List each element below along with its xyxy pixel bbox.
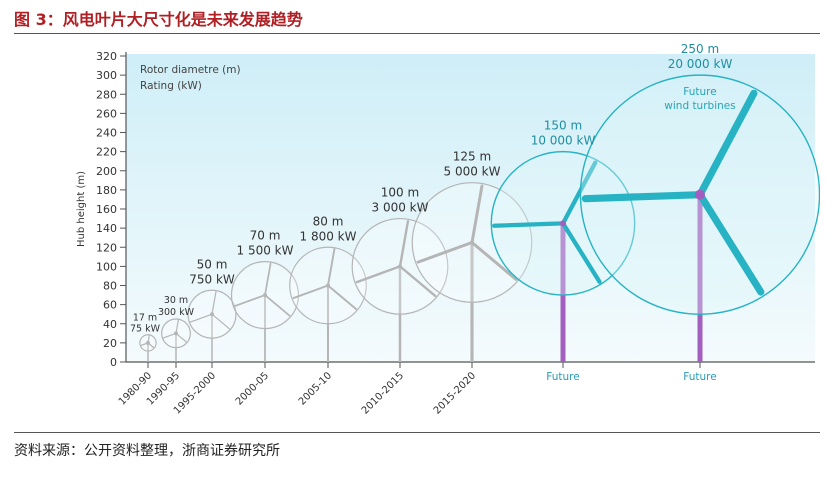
y-tick-label: 320 bbox=[96, 50, 117, 63]
rotor-diameter-label: 150 m bbox=[544, 119, 582, 133]
legend-line: Rotor diametre (m) bbox=[140, 64, 241, 76]
y-tick-label: 80 bbox=[103, 280, 117, 293]
figure-title: 图 3：风电叶片大尺寸化是未来发展趋势 bbox=[14, 10, 303, 29]
rating-label: 75 kW bbox=[130, 324, 161, 335]
turbine-blade bbox=[560, 160, 598, 226]
y-tick-label: 180 bbox=[96, 184, 117, 197]
title-rule bbox=[14, 33, 820, 34]
y-tick-label: 260 bbox=[96, 107, 117, 120]
x-tick-label: Future bbox=[683, 371, 716, 383]
rotor-diameter-label: 50 m bbox=[197, 257, 228, 271]
rating-label: 300 kW bbox=[158, 307, 195, 318]
y-tick-label: 240 bbox=[96, 127, 117, 140]
turbine-blade bbox=[398, 219, 410, 268]
y-tick-label: 60 bbox=[103, 299, 117, 312]
turbine-blade bbox=[327, 284, 358, 311]
turbine-blade bbox=[470, 184, 484, 244]
turbine-blade bbox=[162, 332, 177, 339]
y-tick-label: 0 bbox=[110, 356, 117, 369]
legend-line: Rating (kW) bbox=[140, 80, 202, 92]
turbine bbox=[289, 246, 367, 368]
turbine bbox=[230, 260, 300, 368]
turbine bbox=[139, 334, 157, 368]
turbine-blade bbox=[264, 294, 291, 317]
turbine-blade bbox=[492, 221, 566, 228]
turbine-blade bbox=[581, 191, 704, 203]
future-note-label: wind turbines bbox=[664, 100, 735, 112]
x-tick-label: 2005-10 bbox=[297, 370, 334, 407]
y-tick-label: 140 bbox=[96, 222, 117, 235]
turbine-tower bbox=[147, 342, 149, 362]
source-note: 资料来源：公开资料整理，浙商证券研究所 bbox=[14, 443, 280, 459]
turbine bbox=[579, 74, 821, 368]
rating-label: 5 000 kW bbox=[444, 165, 501, 179]
turbine-blade bbox=[211, 313, 231, 330]
turbine-blade bbox=[211, 290, 217, 315]
turbine-blade bbox=[189, 313, 213, 323]
turbine-blade bbox=[696, 191, 765, 296]
y-tick-label: 100 bbox=[96, 260, 117, 273]
rating-label: 750 kW bbox=[189, 272, 235, 286]
turbine-blade bbox=[560, 221, 602, 284]
rotor-diameter-label: 125 m bbox=[453, 150, 491, 164]
turbine bbox=[351, 217, 449, 368]
y-tick-label: 280 bbox=[96, 88, 117, 101]
turbine-blade bbox=[696, 89, 758, 199]
turbine-tower bbox=[697, 194, 703, 362]
x-tick-label: 2015-2020 bbox=[432, 370, 478, 416]
turbine-hub bbox=[263, 293, 267, 298]
turbine-blade bbox=[264, 262, 272, 296]
future-note-label: Future bbox=[683, 86, 716, 98]
rotor-diameter-label: 17 m bbox=[133, 313, 157, 324]
rating-label: 1 500 kW bbox=[237, 244, 294, 258]
turbine-blade bbox=[327, 248, 336, 287]
wind-turbine-chart: 0 20 40 60 80 100 120 140 160 180 200 220 240 260 280 3… bbox=[76, 42, 821, 417]
turbine bbox=[187, 289, 237, 368]
turbine-blade bbox=[355, 265, 402, 284]
rotor-diameter-label: 250 m bbox=[681, 44, 719, 56]
turbine-hub bbox=[210, 312, 214, 317]
y-tick-label: 40 bbox=[103, 318, 117, 331]
x-tick-label: Future bbox=[546, 371, 579, 383]
turbine-hub bbox=[559, 220, 567, 227]
rotor-diameter-label: 70 m bbox=[250, 229, 281, 243]
rating-label: 20 000 kW bbox=[668, 57, 733, 71]
turbine bbox=[411, 182, 533, 368]
rotor-diameter-label: 80 m bbox=[313, 214, 344, 228]
y-axis-title: Hub height (m) bbox=[76, 171, 87, 247]
turbine-blade bbox=[292, 284, 329, 300]
rating-label: 3 000 kW bbox=[372, 201, 429, 215]
x-tick-label: 2010-2015 bbox=[360, 370, 406, 416]
turbine-blade bbox=[233, 294, 266, 307]
rotor-diameter-label: 30 m bbox=[164, 295, 188, 306]
turbine-hub bbox=[694, 189, 706, 200]
rating-label: 10 000 kW bbox=[531, 134, 596, 148]
turbine-blade bbox=[416, 240, 474, 264]
rating-label: 1 800 kW bbox=[300, 229, 357, 243]
x-tick-label: 2000-05 bbox=[234, 370, 271, 407]
turbine-hub bbox=[146, 340, 150, 345]
y-tick-label: 120 bbox=[96, 241, 117, 254]
chart-container: 0 20 40 60 80 100 120 140 160 180 200 220 240 260 280 3… bbox=[70, 42, 821, 429]
turbine-blade bbox=[175, 319, 179, 334]
turbine-blade bbox=[175, 332, 188, 343]
turbine bbox=[161, 318, 191, 368]
turbine-blade bbox=[398, 265, 437, 298]
y-tick-label: 20 bbox=[103, 337, 117, 350]
turbine-tower bbox=[560, 223, 566, 362]
source-rule bbox=[14, 432, 820, 433]
turbine-blade bbox=[470, 240, 518, 281]
turbine-hub bbox=[469, 240, 475, 245]
y-tick-label: 220 bbox=[96, 146, 117, 159]
turbine-hub bbox=[326, 283, 330, 288]
y-tick-label: 200 bbox=[96, 165, 117, 178]
y-tick-label: 300 bbox=[96, 69, 117, 82]
y-tick-label: 160 bbox=[96, 203, 117, 216]
turbine-hub bbox=[174, 331, 178, 336]
turbine-hub bbox=[398, 264, 402, 269]
rotor-diameter-label: 100 m bbox=[381, 186, 419, 200]
